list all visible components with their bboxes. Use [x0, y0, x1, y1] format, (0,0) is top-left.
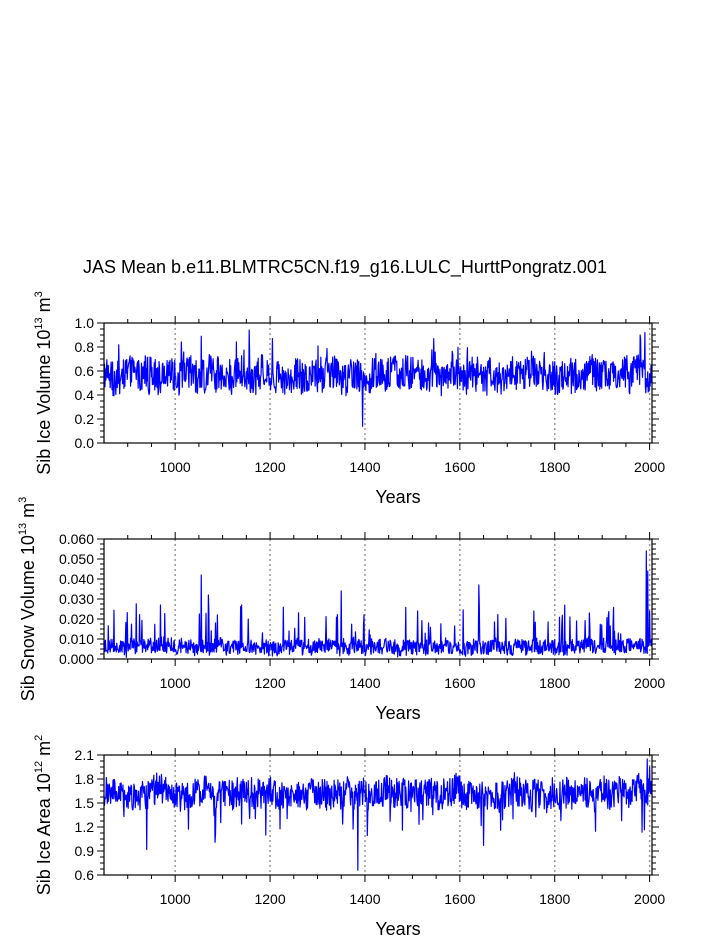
- y-tick-label: 1.8: [75, 771, 95, 787]
- x-tick-label: 1200: [254, 459, 285, 475]
- x-tick-label: 1400: [349, 459, 380, 475]
- y-tick-label: 1.5: [75, 795, 95, 811]
- series-line: [103, 550, 653, 658]
- x-tick-label: 1200: [254, 675, 285, 691]
- x-tick-label: 1800: [539, 891, 570, 907]
- y-tick-label: 0.060: [59, 531, 94, 547]
- x-tick-label: 1800: [539, 675, 570, 691]
- y-axis-label: Sib Snow Volume 1013 m3: [17, 497, 38, 701]
- y-tick-label: 0.6: [75, 867, 95, 883]
- y-tick-label: 0.030: [59, 591, 94, 607]
- x-tick-label: 1800: [539, 459, 570, 475]
- x-tick-label: 1400: [349, 891, 380, 907]
- y-tick-label: 0.0: [75, 435, 95, 451]
- x-tick-label: 1200: [254, 891, 285, 907]
- x-tick-label: 1600: [444, 675, 475, 691]
- panel-ice-volume: 1000 1200 1400 1600 1800 2000 0.0 0.2 0.4 0.6 0.8 1…: [33, 291, 665, 507]
- series-line: [103, 329, 653, 427]
- y-tick-label: 0.040: [59, 571, 94, 587]
- x-tick-label: 1400: [349, 675, 380, 691]
- y-axis-label: Sib Ice Area 1012 m2: [33, 735, 54, 895]
- x-tick-label: 1600: [444, 459, 475, 475]
- x-tick-label: 1000: [160, 459, 191, 475]
- x-tick-label: 2000: [634, 891, 665, 907]
- y-tick-label: 0.8: [75, 339, 95, 355]
- y-tick-label: 0.6: [75, 363, 95, 379]
- x-tick-label: 1600: [444, 891, 475, 907]
- x-tick-label: 2000: [634, 459, 665, 475]
- y-tick-label: 0.4: [75, 387, 95, 403]
- x-tick-label: 1000: [160, 675, 191, 691]
- y-tick-label: 0.9: [75, 843, 95, 859]
- x-tick-label: 2000: [634, 675, 665, 691]
- y-tick-label: 1.0: [75, 315, 95, 331]
- y-tick-label: 0.000: [59, 651, 94, 667]
- y-tick-label: 0.050: [59, 551, 94, 567]
- y-axis-label: Sib Ice Volume 1013 m3: [33, 291, 54, 474]
- y-tick-label: 2.1: [75, 747, 95, 763]
- series-line: [103, 758, 653, 871]
- y-tick-label: 0.2: [75, 411, 95, 427]
- chart-title: JAS Mean b.e11.BLMTRC5CN.f19_g16.LULC_Hu…: [83, 257, 607, 278]
- panel-ice-area: 1000 1200 1400 1600 1800 2000 0.6 0.9 1.2 1.5 1.8 2…: [33, 735, 665, 935]
- y-tick-label: 0.010: [59, 631, 94, 647]
- x-axis-label: Years: [375, 487, 420, 507]
- y-tick-label: 0.020: [59, 611, 94, 627]
- plot-frame: [103, 754, 653, 876]
- x-axis-label: Years: [375, 919, 420, 935]
- y-tick-label: 1.2: [75, 819, 95, 835]
- x-axis-label: Years: [375, 703, 420, 723]
- x-tick-label: 1000: [160, 891, 191, 907]
- panel-snow-volume: 1000 1200 1400 1600 1800 2000 0.000 0.010 0.020 0…: [17, 497, 665, 723]
